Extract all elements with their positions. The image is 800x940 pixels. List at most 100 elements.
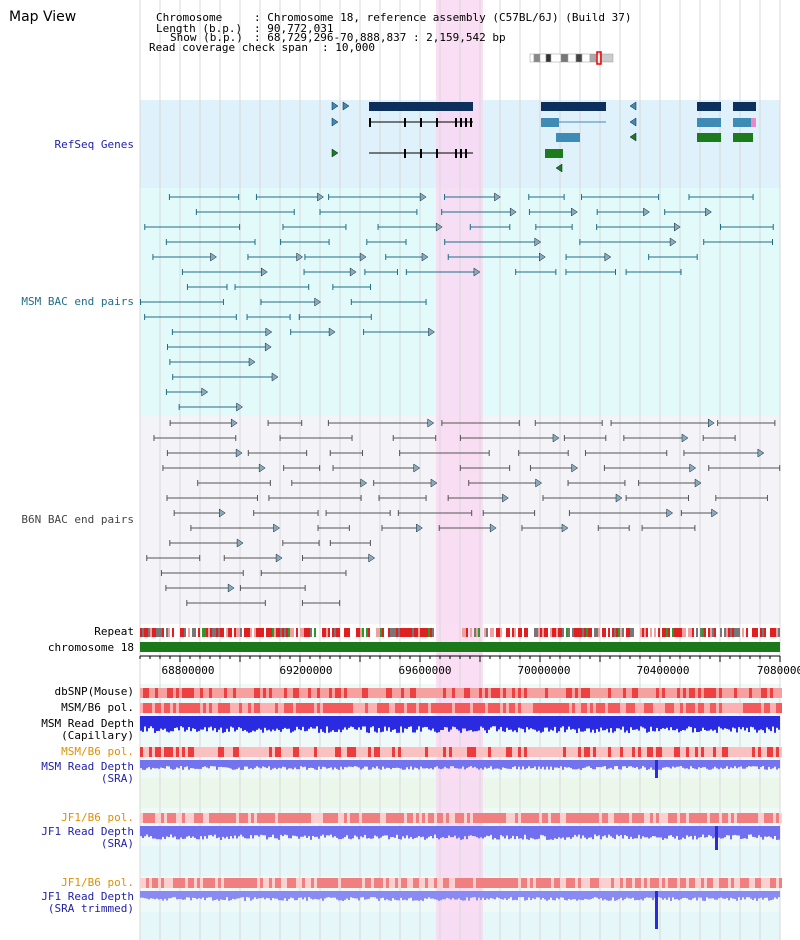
read-depth-bar xyxy=(696,826,698,840)
track-label-msm-depth-sra[interactable]: MSM Read Depth xyxy=(41,760,134,773)
read-depth-bar xyxy=(596,716,598,730)
polymorphism-cell xyxy=(239,813,242,823)
read-depth-bar xyxy=(524,891,526,901)
read-depth-bar xyxy=(412,760,414,770)
track-label-dbsnp[interactable]: dbSNP(Mouse) xyxy=(54,685,134,698)
read-depth-bar xyxy=(250,891,252,901)
repeat-element xyxy=(194,628,196,637)
read-depth-bar xyxy=(242,760,244,770)
read-depth-bar xyxy=(140,826,142,837)
read-depth-bar xyxy=(422,826,424,837)
track-label-msm-depth-cap-sub: (Capillary) xyxy=(61,729,134,742)
read-depth-bar xyxy=(166,760,168,767)
repeat-element xyxy=(226,628,228,637)
repeat-element xyxy=(544,628,546,637)
polymorphism-cell xyxy=(143,813,146,823)
polymorphism-cell xyxy=(332,747,335,757)
polymorphism-cell xyxy=(587,878,590,888)
repeat-track[interactable] xyxy=(140,628,780,637)
read-depth-bar xyxy=(622,826,624,839)
read-depth-bar xyxy=(670,760,672,769)
polymorphism-cell xyxy=(287,703,290,713)
polymorphism-cell xyxy=(335,688,338,698)
polymorphism-cell xyxy=(515,813,518,823)
read-depth-bar xyxy=(756,826,758,838)
polymorphism-cell xyxy=(764,813,767,823)
track-label-jf1-b6-pol[interactable]: JF1/B6 pol. xyxy=(61,811,134,824)
read-depth-bar xyxy=(764,760,766,770)
read-depth-bar xyxy=(338,760,340,770)
read-depth-bar xyxy=(534,716,536,730)
read-depth-bar xyxy=(266,891,268,898)
read-depth-bar xyxy=(524,760,526,770)
read-depth-bar xyxy=(404,826,406,839)
track-label-msm-depth-cap[interactable]: MSM Read Depth xyxy=(41,717,134,730)
track-label-jf1-depth[interactable]: JF1 Read Depth xyxy=(41,825,134,838)
exon xyxy=(460,149,462,158)
polymorphism-cell xyxy=(473,747,476,757)
polymorphism-cell xyxy=(434,688,437,698)
read-depth-bar xyxy=(712,760,714,769)
read-depth-bar xyxy=(164,826,166,839)
repeat-element xyxy=(614,628,616,637)
polymorphism-cell xyxy=(560,747,563,757)
track-label-refseq[interactable]: RefSeq Genes xyxy=(54,138,134,151)
read-depth-bar xyxy=(574,760,576,770)
track-label-msm-b6-pol-2[interactable]: MSM/B6 pol. xyxy=(61,745,134,758)
repeat-element xyxy=(700,628,702,637)
read-depth-bar xyxy=(436,760,438,767)
track-label-msm-b6-pol[interactable]: MSM/B6 pol. xyxy=(61,701,134,714)
polymorphism-cell xyxy=(404,813,407,823)
read-depth-bar xyxy=(738,891,740,898)
read-depth-bar xyxy=(538,716,540,731)
read-depth-bar xyxy=(200,826,202,837)
polymorphism-cell xyxy=(602,878,605,888)
repeat-element xyxy=(526,628,528,637)
strand-arrow xyxy=(555,163,563,173)
b6n-bac-track[interactable] xyxy=(146,418,781,606)
polymorphism-cell xyxy=(470,688,473,698)
polymorphism-cell xyxy=(569,703,572,713)
track-label-b6n-bac[interactable]: B6N BAC end pairs xyxy=(21,513,134,526)
polymorphism-cell xyxy=(470,878,473,888)
read-depth-bar xyxy=(602,760,604,767)
read-depth-bar xyxy=(250,760,252,769)
polymorphism-cell xyxy=(158,813,161,823)
read-depth-bar xyxy=(386,891,388,900)
repeat-element xyxy=(382,628,384,637)
polymorphism-cell xyxy=(770,688,773,698)
polymorphism-cell xyxy=(293,747,296,757)
read-depth-bar xyxy=(696,891,698,901)
polymorphism-cell xyxy=(683,878,686,888)
read-depth-bar xyxy=(292,891,294,899)
read-depth-bar xyxy=(604,760,606,767)
polymorphism-cell xyxy=(566,747,569,757)
polymorphism-cell xyxy=(467,813,470,823)
read-depth-bar xyxy=(256,716,258,730)
variation-tracks[interactable] xyxy=(140,688,782,929)
polymorphism-cell xyxy=(401,813,404,823)
repeat-element xyxy=(582,628,584,637)
read-depth-bar xyxy=(282,826,284,837)
polymorphism-cell xyxy=(467,878,470,888)
read-depth-bar xyxy=(260,716,262,730)
polymorphism-cell xyxy=(440,813,443,823)
msm-bac-track[interactable] xyxy=(140,192,774,412)
repeat-element xyxy=(588,628,590,637)
polymorphism-cell xyxy=(608,878,611,888)
polymorphism-cell xyxy=(707,747,710,757)
track-label-jf1-trim[interactable]: JF1 Read Depth xyxy=(41,890,134,903)
polymorphism-cell xyxy=(746,703,749,713)
polymorphism-cell xyxy=(158,688,161,698)
read-depth-bar xyxy=(314,891,316,899)
polymorphism-cell xyxy=(194,878,197,888)
read-depth-bar xyxy=(274,826,276,839)
polymorphism-cell xyxy=(605,747,608,757)
refseq-genes-track[interactable] xyxy=(331,101,756,173)
track-label-jf1-b6-pol-2[interactable]: JF1/B6 pol. xyxy=(61,876,134,889)
read-depth-bar xyxy=(422,891,424,901)
track-label-msm-bac[interactable]: MSM BAC end pairs xyxy=(21,295,134,308)
chromosome-ideogram[interactable] xyxy=(529,51,614,65)
polymorphism-cell xyxy=(662,703,665,713)
